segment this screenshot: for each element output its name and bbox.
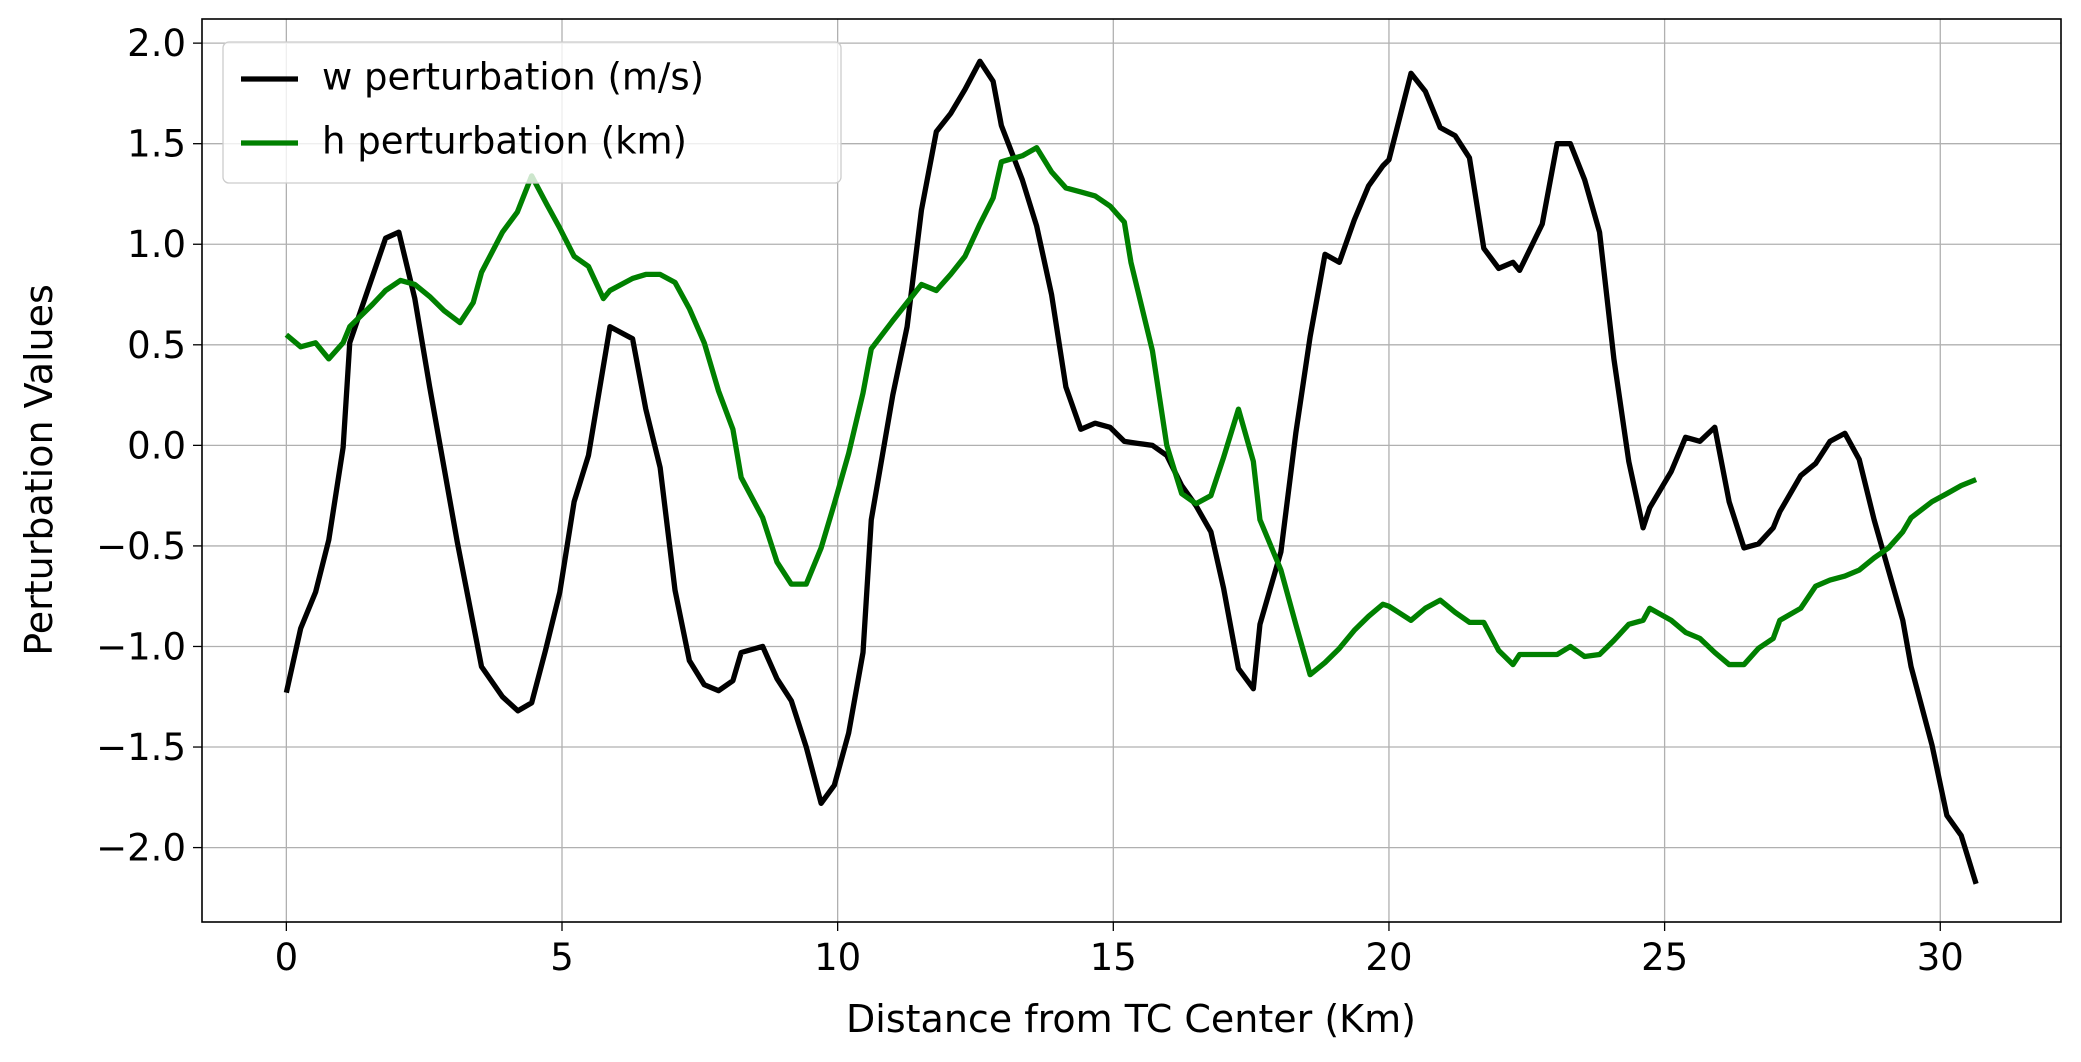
y-tick-label: 0.0 (127, 424, 186, 467)
y-axis-label: Perturbation Values (17, 284, 61, 656)
x-axis-label: Distance from TC Center (Km) (846, 997, 1416, 1041)
y-tick-label: 2.0 (127, 22, 186, 65)
y-tick-label: 1.0 (127, 223, 186, 266)
x-tick-label: 10 (814, 936, 861, 979)
x-tick-label: 0 (275, 936, 299, 979)
plot-frame (201, 18, 2062, 923)
y-tick-label: −2.0 (96, 827, 186, 870)
x-tick-label: 25 (1641, 936, 1688, 979)
y-tick-label: −0.5 (96, 525, 186, 568)
x-tick-label: 20 (1365, 936, 1412, 979)
data-line (284, 145, 1978, 678)
x-tick-label: 30 (1917, 936, 1964, 979)
data-line (283, 58, 1979, 885)
y-tick-label: 0.5 (127, 324, 186, 367)
legend: w perturbation (m/s) h perturbation (km) (222, 41, 842, 184)
legend-label: h perturbation (km) (322, 120, 687, 163)
x-tick-label: 5 (550, 936, 574, 979)
y-tick-label: −1.5 (96, 726, 186, 769)
y-tick-label: 1.5 (127, 123, 186, 166)
x-tick-label: 15 (1090, 936, 1137, 979)
legend-box (222, 41, 842, 184)
legend-label: w perturbation (m/s) (322, 56, 704, 99)
y-tick-label: −1.0 (96, 625, 186, 668)
